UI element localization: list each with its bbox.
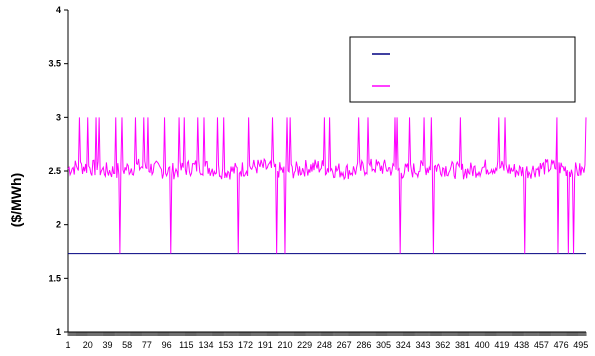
x-tick-label: 1 xyxy=(65,340,70,350)
x-tick-label: 267 xyxy=(337,340,352,350)
x-tick-label: 210 xyxy=(277,340,292,350)
x-tick-label: 438 xyxy=(514,340,529,350)
x-tick-label: 343 xyxy=(416,340,431,350)
x-tick-label: 400 xyxy=(475,340,490,350)
series-layer xyxy=(67,117,587,255)
y-axis: 1 1.5 2 2.5 3 3.5 4 xyxy=(48,5,69,337)
x-tick-label: 153 xyxy=(218,340,233,350)
y-tick-label: 3.5 xyxy=(48,59,61,69)
x-tick-label: 476 xyxy=(554,340,569,350)
y-tick-label: 2.5 xyxy=(48,166,61,176)
y-axis-title: ($/MWh) xyxy=(8,173,24,227)
x-tick-label: 495 xyxy=(573,340,588,350)
x-tick-label: 457 xyxy=(534,340,549,350)
x-tick-label: 191 xyxy=(258,340,273,350)
x-axis: 1 20 39 58 77 96 115 134 153 172 191 210 229 248 267 28… xyxy=(65,331,588,350)
x-tick-label: 134 xyxy=(199,340,214,350)
y-tick-label: 2 xyxy=(56,220,61,230)
legend xyxy=(349,36,576,103)
x-tick-label: 58 xyxy=(122,340,132,350)
series-line-volatile xyxy=(67,117,587,254)
x-tick-label: 20 xyxy=(83,340,93,350)
x-tick-label: 286 xyxy=(356,340,371,350)
x-tick-label: 362 xyxy=(435,340,450,350)
x-tick-label: 229 xyxy=(297,340,312,350)
y-tick-label: 3 xyxy=(56,112,61,122)
x-tick-label: 172 xyxy=(238,340,253,350)
x-tick-label: 39 xyxy=(102,340,112,350)
x-tick-label: 419 xyxy=(494,340,509,350)
y-tick-label: 1.5 xyxy=(48,273,61,283)
x-tick-label: 381 xyxy=(455,340,470,350)
x-tick-label: 305 xyxy=(376,340,391,350)
y-tick-label: 4 xyxy=(56,5,61,15)
x-tick-label: 96 xyxy=(162,340,172,350)
x-tick-label: 77 xyxy=(142,340,152,350)
y-tick-label: 1 xyxy=(56,327,61,337)
x-tick-label: 115 xyxy=(179,340,193,350)
legend-box xyxy=(349,36,576,103)
x-tick-label: 324 xyxy=(396,340,411,350)
x-tick-label: 248 xyxy=(317,340,332,350)
